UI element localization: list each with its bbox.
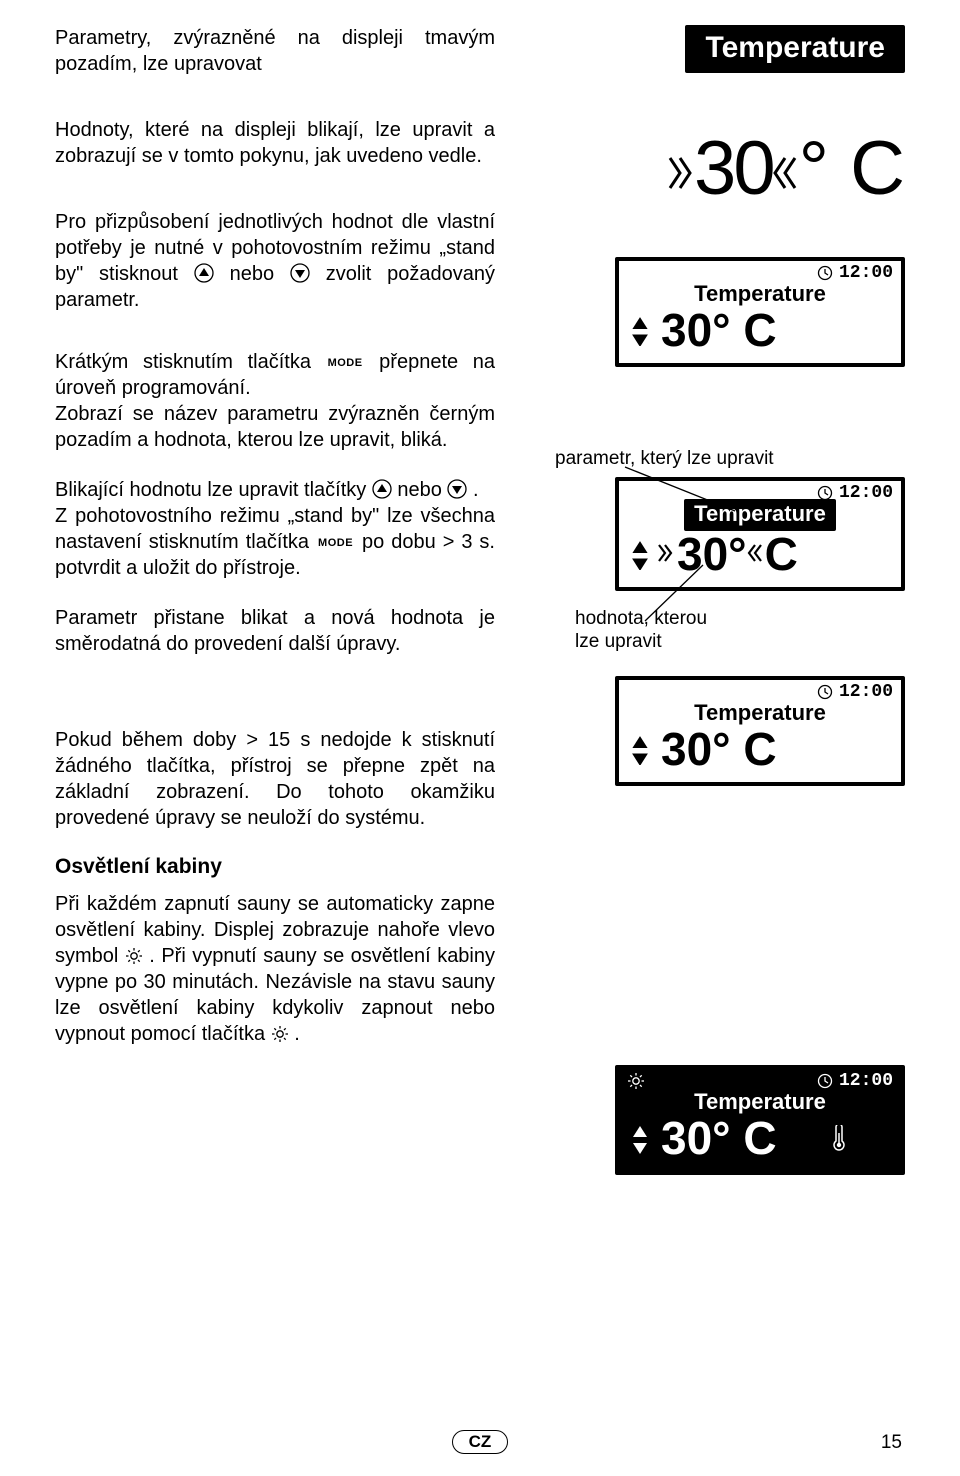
lcd-time: 12:00 bbox=[839, 263, 893, 283]
annotation-param: parametr, který lze upravit bbox=[555, 448, 774, 471]
lcd-display-3: 12:00 Temperature 30° C bbox=[615, 676, 905, 786]
clock-icon bbox=[817, 684, 833, 700]
annotation-value: hodnota, kteroulze upravit bbox=[575, 608, 707, 654]
para-blink-adjust: Blikající hodnotu lze upravit tlačítky n… bbox=[55, 477, 495, 503]
clock-icon bbox=[817, 1073, 833, 1089]
up-button-icon bbox=[194, 263, 214, 283]
mode-button-label: MODE bbox=[316, 536, 355, 550]
sun-icon bbox=[125, 947, 143, 965]
lcd-display-2: 12:00 Temperature 30° C bbox=[615, 477, 905, 591]
updown-icon bbox=[631, 1123, 649, 1154]
mode-button-label: MODE bbox=[326, 356, 365, 370]
para-timeout: Pokud během doby > 15 s nedojde k stiskn… bbox=[55, 727, 495, 831]
para-adjust: Pro přizpůsobení jednotlivých hodnot dle… bbox=[55, 209, 495, 313]
page-number: 15 bbox=[881, 1432, 902, 1454]
thermometer-icon bbox=[829, 1125, 849, 1151]
lcd-display-dark: 12:00 Temperature 30° C bbox=[615, 1065, 905, 1175]
chevron-right-icon bbox=[668, 156, 694, 196]
updown-icon bbox=[631, 315, 649, 346]
right-illustration-column: Temperature 30° C 30° C .right-col > div… bbox=[535, 25, 905, 1071]
lcd-value: 30° C bbox=[661, 303, 777, 357]
para-lighting: Při každém zapnutí sauny se automaticky … bbox=[55, 891, 495, 1047]
chevron-left-icon bbox=[773, 156, 799, 196]
lcd-time: 12:00 bbox=[839, 682, 893, 702]
updown-icon bbox=[631, 734, 649, 765]
heading-lighting: Osvětlení kabiny bbox=[55, 855, 495, 879]
chevron-left-icon bbox=[747, 543, 763, 565]
sun-icon bbox=[627, 1072, 645, 1090]
para-standby-save: Z pohotovostního režimu „stand by" lze v… bbox=[55, 503, 495, 581]
temperature-badge: Temperature bbox=[685, 25, 905, 73]
big-temp-row: 30° C bbox=[668, 125, 905, 212]
para-mode-press: Krátkým stisknutím tlačítka MODE přepnet… bbox=[55, 349, 495, 453]
lcd-time: 12:00 bbox=[839, 1071, 893, 1091]
para-blinking: Hodnoty, které na displeji blikají, lze … bbox=[55, 117, 495, 169]
updown-icon bbox=[631, 539, 649, 570]
up-button-icon bbox=[372, 479, 392, 499]
para-stop-blink: Parametr přistane blikat a nová hodnota … bbox=[55, 605, 495, 657]
chevron-right-icon bbox=[657, 543, 673, 565]
lcd-display-1: 12:00 Temperature 30° C bbox=[615, 257, 905, 367]
left-text-column: Parametry, zvýrazněné na displeji tmavým… bbox=[55, 25, 495, 1071]
sun-icon bbox=[271, 1025, 289, 1043]
down-button-icon bbox=[447, 479, 467, 499]
footer: CZ bbox=[0, 1430, 960, 1454]
para-dark-bg: Parametry, zvýrazněné na displeji tmavým… bbox=[55, 25, 495, 77]
lcd-value: 30° C bbox=[661, 1111, 777, 1165]
language-badge: CZ bbox=[452, 1430, 509, 1454]
lcd-value: 30° C bbox=[661, 722, 777, 776]
lcd-value: 30° bbox=[677, 527, 747, 581]
down-button-icon bbox=[290, 263, 310, 283]
clock-icon bbox=[817, 265, 833, 281]
lcd-time: 12:00 bbox=[839, 483, 893, 503]
